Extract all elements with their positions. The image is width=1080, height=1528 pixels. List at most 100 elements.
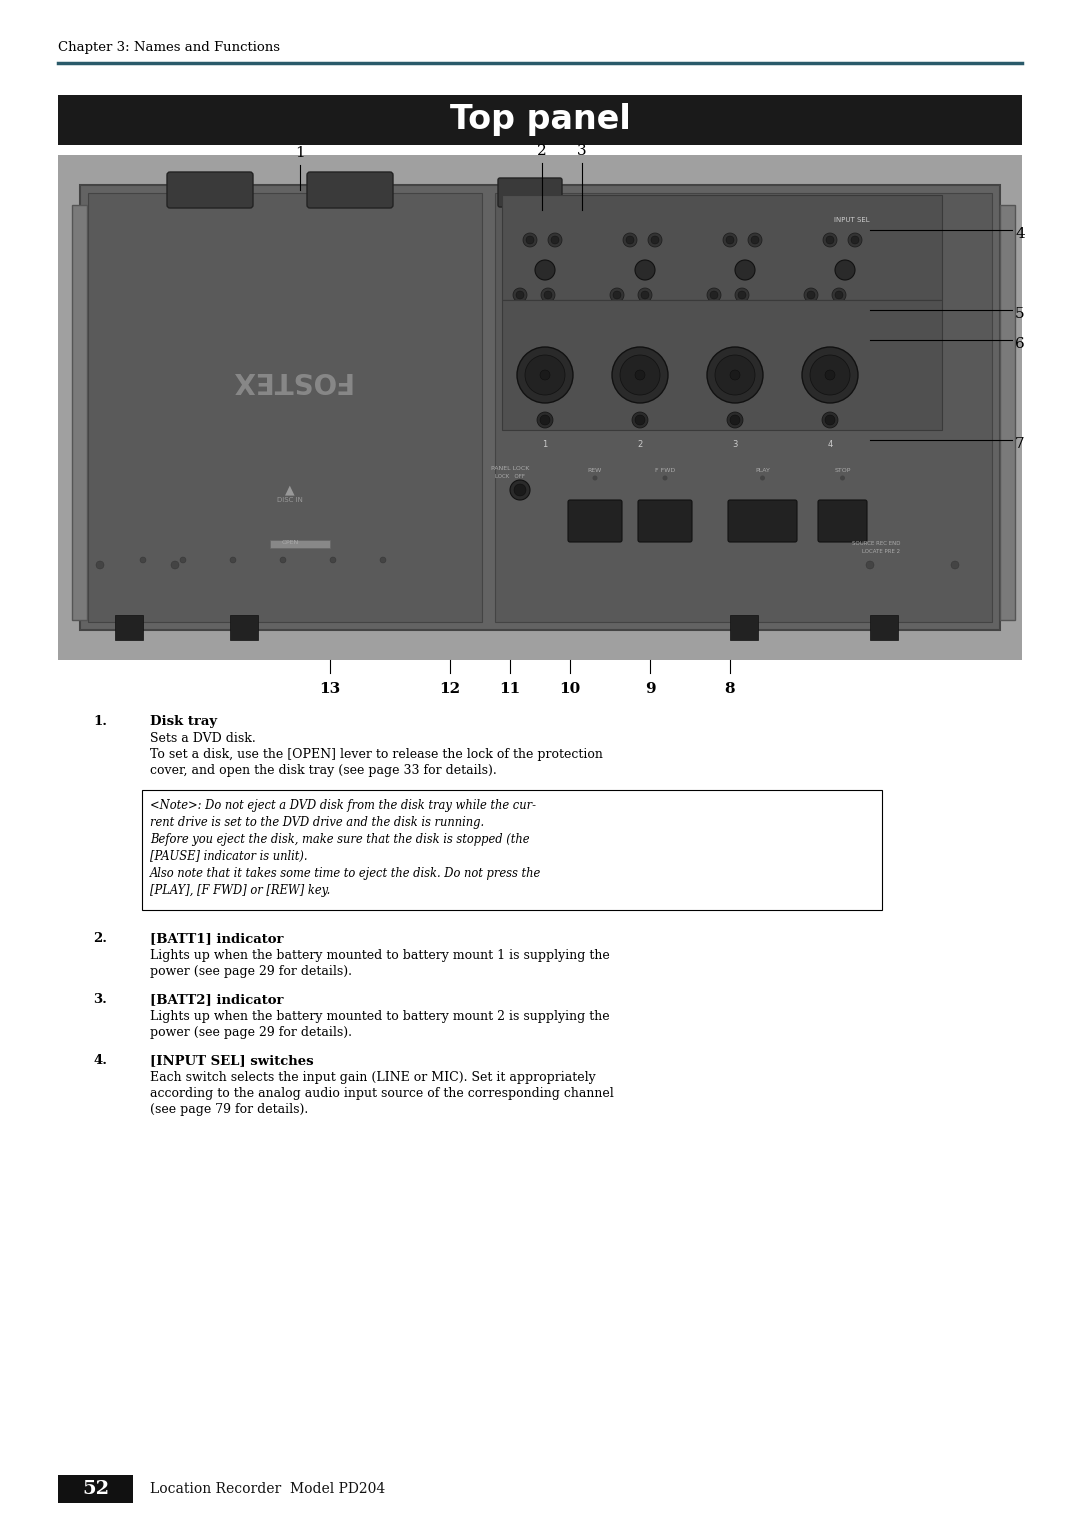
Text: Each switch selects the input gain (LINE or MIC). Set it appropriately: Each switch selects the input gain (LINE… bbox=[150, 1071, 596, 1083]
Text: cover, and open the disk tray (see page 33 for details).: cover, and open the disk tray (see page … bbox=[150, 764, 497, 778]
Circle shape bbox=[548, 232, 562, 248]
Bar bbox=[730, 614, 758, 640]
Text: 3: 3 bbox=[577, 144, 586, 157]
Bar bbox=[502, 196, 942, 299]
Circle shape bbox=[626, 235, 634, 244]
Text: INPUT SEL: INPUT SEL bbox=[835, 217, 870, 223]
Text: 13: 13 bbox=[320, 681, 340, 695]
Text: 4: 4 bbox=[827, 440, 833, 449]
Circle shape bbox=[825, 416, 835, 425]
Circle shape bbox=[380, 558, 386, 562]
Circle shape bbox=[726, 235, 734, 244]
Text: PLAY: PLAY bbox=[755, 468, 770, 474]
Circle shape bbox=[635, 416, 645, 425]
Circle shape bbox=[735, 260, 755, 280]
FancyBboxPatch shape bbox=[728, 500, 797, 542]
Bar bbox=[58, 95, 1022, 145]
Text: F FWD: F FWD bbox=[654, 468, 675, 474]
Circle shape bbox=[638, 287, 652, 303]
Text: 2.: 2. bbox=[93, 932, 107, 944]
Bar bbox=[1000, 205, 1015, 620]
Text: LOCATE PRE 2: LOCATE PRE 2 bbox=[862, 549, 900, 555]
Circle shape bbox=[648, 232, 662, 248]
Text: Before you eject the disk, make sure that the disk is stopped (the: Before you eject the disk, make sure tha… bbox=[150, 833, 529, 847]
Circle shape bbox=[826, 235, 834, 244]
Circle shape bbox=[171, 561, 179, 568]
Circle shape bbox=[832, 287, 846, 303]
Circle shape bbox=[593, 475, 597, 480]
Bar bbox=[72, 205, 87, 620]
Circle shape bbox=[613, 290, 621, 299]
Circle shape bbox=[707, 347, 762, 403]
Circle shape bbox=[551, 235, 559, 244]
Text: (see page 79 for details).: (see page 79 for details). bbox=[150, 1103, 308, 1115]
Text: REW: REW bbox=[588, 468, 603, 474]
Circle shape bbox=[707, 287, 721, 303]
Text: rent drive is set to the DVD drive and the disk is running.: rent drive is set to the DVD drive and t… bbox=[150, 816, 484, 830]
Circle shape bbox=[662, 475, 667, 480]
Circle shape bbox=[738, 290, 746, 299]
Circle shape bbox=[513, 287, 527, 303]
Circle shape bbox=[612, 347, 669, 403]
Bar bbox=[58, 154, 1022, 660]
Text: Lights up when the battery mounted to battery mount 1 is supplying the: Lights up when the battery mounted to ba… bbox=[150, 949, 610, 963]
Text: <Note>: Do not eject a DVD disk from the disk tray while the cur-: <Note>: Do not eject a DVD disk from the… bbox=[150, 799, 536, 811]
Text: 9: 9 bbox=[645, 681, 656, 695]
FancyBboxPatch shape bbox=[167, 173, 253, 208]
Text: 3.: 3. bbox=[93, 993, 107, 1005]
Circle shape bbox=[330, 558, 336, 562]
Circle shape bbox=[230, 558, 237, 562]
Text: Top panel: Top panel bbox=[449, 104, 631, 136]
Bar bbox=[141, 790, 882, 911]
Text: 1.: 1. bbox=[93, 715, 107, 727]
Text: Disk tray: Disk tray bbox=[150, 715, 217, 727]
Text: Location Recorder  Model PD204: Location Recorder Model PD204 bbox=[150, 1482, 386, 1496]
Circle shape bbox=[730, 370, 740, 380]
Text: OPEN: OPEN bbox=[282, 539, 299, 545]
Circle shape bbox=[577, 209, 588, 220]
Text: 2: 2 bbox=[537, 144, 546, 157]
Bar bbox=[502, 299, 942, 429]
Text: 12: 12 bbox=[440, 681, 460, 695]
Text: 1: 1 bbox=[295, 147, 305, 160]
Circle shape bbox=[727, 413, 743, 428]
Circle shape bbox=[540, 416, 550, 425]
Bar bbox=[870, 614, 897, 640]
Text: 1: 1 bbox=[542, 440, 548, 449]
Circle shape bbox=[632, 413, 648, 428]
FancyBboxPatch shape bbox=[307, 173, 393, 208]
FancyBboxPatch shape bbox=[568, 500, 622, 542]
Circle shape bbox=[848, 232, 862, 248]
Text: power (see page 29 for details).: power (see page 29 for details). bbox=[150, 966, 352, 978]
Text: 6: 6 bbox=[1015, 338, 1025, 351]
Text: 8: 8 bbox=[725, 681, 735, 695]
Circle shape bbox=[835, 290, 843, 299]
Circle shape bbox=[723, 232, 737, 248]
Circle shape bbox=[835, 260, 855, 280]
Circle shape bbox=[517, 347, 573, 403]
Circle shape bbox=[840, 475, 845, 480]
Circle shape bbox=[951, 561, 959, 568]
FancyBboxPatch shape bbox=[498, 177, 562, 206]
Circle shape bbox=[525, 354, 565, 396]
Circle shape bbox=[537, 209, 546, 220]
Bar bbox=[495, 193, 993, 622]
Circle shape bbox=[807, 290, 815, 299]
Circle shape bbox=[140, 558, 146, 562]
Circle shape bbox=[715, 354, 755, 396]
Circle shape bbox=[825, 370, 835, 380]
Text: 5: 5 bbox=[1015, 307, 1025, 321]
Text: [PAUSE] indicator is unlit).: [PAUSE] indicator is unlit). bbox=[150, 850, 308, 863]
Text: LOCK   OFF: LOCK OFF bbox=[495, 474, 525, 478]
Bar bbox=[87, 193, 482, 622]
Text: [INPUT SEL] switches: [INPUT SEL] switches bbox=[150, 1054, 313, 1067]
Circle shape bbox=[635, 370, 645, 380]
Text: Also note that it takes some time to eject the disk. Do not press the: Also note that it takes some time to eje… bbox=[150, 866, 541, 880]
Circle shape bbox=[751, 235, 759, 244]
Text: FOSTEX: FOSTEX bbox=[229, 367, 351, 394]
Circle shape bbox=[540, 370, 550, 380]
Circle shape bbox=[510, 480, 530, 500]
FancyBboxPatch shape bbox=[638, 500, 692, 542]
Text: PANEL LOCK: PANEL LOCK bbox=[490, 466, 529, 471]
Text: [PLAY], [F FWD] or [REW] key.: [PLAY], [F FWD] or [REW] key. bbox=[150, 885, 330, 897]
